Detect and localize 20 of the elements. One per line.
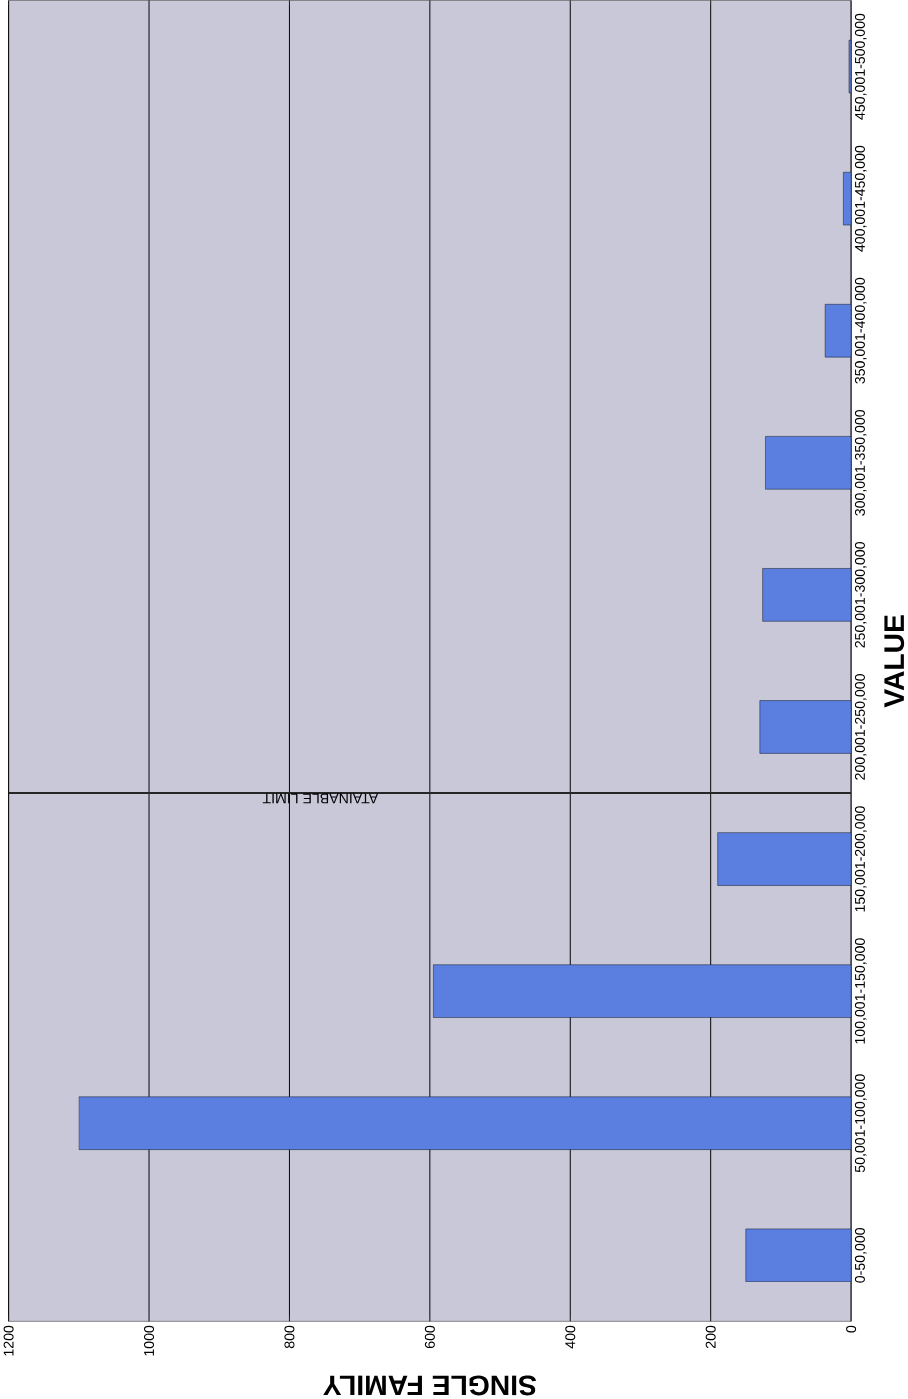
x-tick-label: 1000 [144,1325,155,1356]
x-tick-label: 1200 [3,1325,14,1356]
ref-line-label: ATAINABLE LIMIT [262,793,379,804]
y-tick-label: 50,001-100,000 [855,1074,867,1173]
x-axis-title: SINGLE FAMILY [323,1375,537,1396]
y-tick-label: 250,001-300,000 [855,542,867,648]
y-tick-label: 400,001-450,000 [855,145,867,252]
x-tick-label: 600 [424,1325,435,1349]
y-axis-title: VALUE [884,615,905,708]
y-tick-label: 100,001-150,000 [855,938,867,1044]
y-tick-label: 0-50,000 [855,1227,867,1283]
y-tick-label: 450,001-500,000 [855,13,867,120]
x-tick-label: 400 [565,1325,576,1349]
y-tick-label: 150,001-200,000 [855,806,867,912]
x-tick-label: 800 [284,1325,295,1349]
y-tick-label: 200,001-250,000 [855,674,867,780]
y-tick-label: 300,001-350,000 [855,409,867,516]
y-tick-label: 350,001-400,000 [855,277,867,384]
x-tick-label: 200 [705,1325,716,1349]
x-tick-label: 0 [846,1325,857,1333]
